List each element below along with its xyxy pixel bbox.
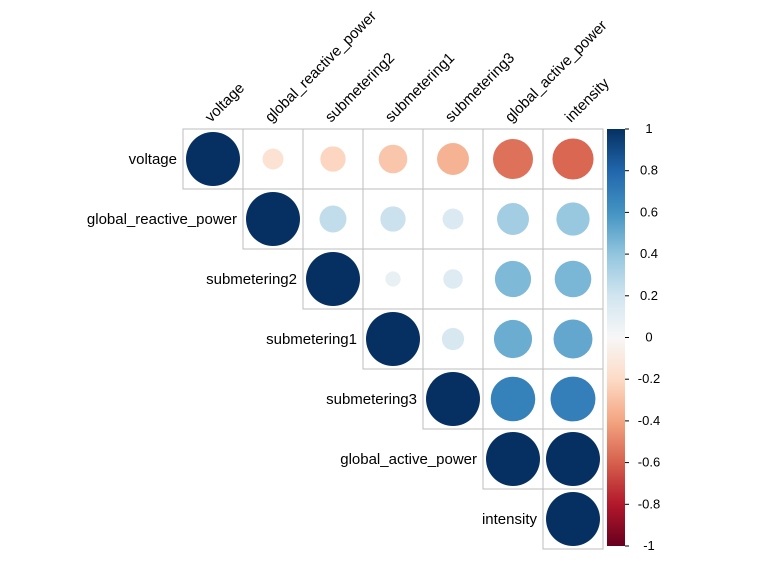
colorbar-tick-label: -0.2 bbox=[638, 371, 660, 386]
colorbar-tick-label: -0.4 bbox=[638, 413, 660, 428]
colorbar-tick-label: -0.6 bbox=[638, 455, 660, 470]
row-label-voltage: voltage bbox=[129, 151, 177, 168]
corr-circle-submetering1-global_active_power bbox=[493, 319, 533, 359]
column-label-global_active_power: global_active_power bbox=[502, 17, 611, 126]
corr-circle-submetering1-submetering1 bbox=[366, 312, 420, 366]
colorbar-tick-label: -1 bbox=[643, 538, 655, 553]
corr-circle-global_active_power-intensity bbox=[546, 432, 600, 486]
corr-circle-voltage-global_reactive_power bbox=[262, 148, 284, 170]
corr-circle-voltage-submetering2 bbox=[320, 146, 346, 172]
corr-circle-global_reactive_power-submetering3 bbox=[442, 208, 464, 230]
corr-circle-global_reactive_power-intensity bbox=[556, 202, 590, 236]
corr-circle-voltage-submetering3 bbox=[437, 143, 469, 175]
corr-circle-global_reactive_power-submetering1 bbox=[380, 206, 406, 232]
corr-circle-submetering2-intensity bbox=[554, 260, 592, 298]
colorbar: 1 0.8 0.6 0.4 0.2 0 -0.2 -0.4 -0.6 -0.8 -1 bbox=[607, 121, 660, 553]
colorbar-tick-label: -0.8 bbox=[638, 496, 660, 511]
corr-circle-voltage-global_active_power bbox=[492, 138, 534, 180]
circle-layer bbox=[186, 132, 600, 546]
corr-circle-voltage-intensity bbox=[552, 138, 594, 180]
column-label-intensity: intensity bbox=[562, 75, 613, 126]
corr-circle-global_reactive_power-global_active_power bbox=[497, 203, 529, 235]
colorbar-gradient bbox=[607, 129, 625, 546]
corr-circle-voltage-submetering1 bbox=[378, 144, 408, 174]
corr-circle-submetering3-global_active_power bbox=[490, 376, 536, 422]
row-label-submetering2: submetering2 bbox=[206, 271, 297, 288]
column-labels: voltage global_reactive_powersubmetering2… bbox=[202, 8, 613, 126]
corr-circle-submetering2-global_active_power bbox=[494, 260, 532, 298]
column-label-voltage: voltage bbox=[202, 80, 248, 126]
corr-circle-submetering3-submetering3 bbox=[426, 372, 480, 426]
corr-circle-global_active_power-global_active_power bbox=[486, 432, 540, 486]
corr-circle-submetering2-submetering1 bbox=[385, 271, 401, 287]
corr-circle-voltage-voltage bbox=[186, 132, 240, 186]
row-label-submetering3: submetering3 bbox=[326, 391, 417, 408]
corr-circle-submetering3-intensity bbox=[550, 376, 596, 422]
row-label-submetering1: submetering1 bbox=[266, 331, 357, 348]
colorbar-tick-label: 0.2 bbox=[640, 288, 658, 303]
corr-circle-submetering2-submetering2 bbox=[306, 252, 360, 306]
cell-intensity-intensity bbox=[542, 488, 604, 550]
colorbar-tick-label: 0.8 bbox=[640, 163, 658, 178]
colorbar-tick-label: 1 bbox=[645, 121, 652, 136]
colorbar-tick-label: 0.4 bbox=[640, 246, 658, 261]
corr-circle-submetering1-intensity bbox=[553, 319, 593, 359]
corr-circle-global_reactive_power-global_reactive_power bbox=[246, 192, 300, 246]
corr-circle-submetering1-submetering3 bbox=[441, 327, 465, 351]
corr-circle-global_reactive_power-submetering2 bbox=[319, 205, 347, 233]
row-labels: voltage global_reactive_power submetering2… bbox=[87, 151, 538, 528]
corr-circle-intensity-intensity bbox=[546, 492, 600, 546]
row-label-intensity: intensity bbox=[482, 511, 538, 528]
column-label-global_reactive_power: global_reactive_power bbox=[262, 8, 380, 126]
colorbar-tick-label: 0.6 bbox=[640, 204, 658, 219]
cell-grid bbox=[182, 128, 604, 550]
row-label-global_reactive_power: global_reactive_power bbox=[87, 211, 237, 228]
row-label-global_active_power: global_active_power bbox=[340, 451, 477, 468]
colorbar-tick-label: 0 bbox=[645, 330, 652, 345]
corr-circle-submetering2-submetering3 bbox=[443, 269, 463, 289]
